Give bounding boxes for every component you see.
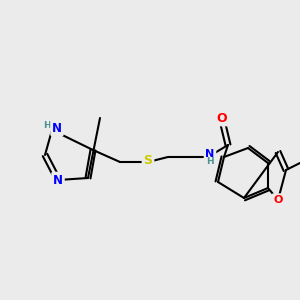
- Text: H: H: [43, 121, 51, 130]
- Text: N: N: [206, 149, 214, 159]
- Text: N: N: [52, 122, 62, 134]
- Text: H: H: [206, 158, 214, 166]
- Text: O: O: [217, 112, 227, 124]
- Text: S: S: [143, 154, 152, 167]
- Text: N: N: [53, 173, 63, 187]
- Text: O: O: [273, 195, 283, 205]
